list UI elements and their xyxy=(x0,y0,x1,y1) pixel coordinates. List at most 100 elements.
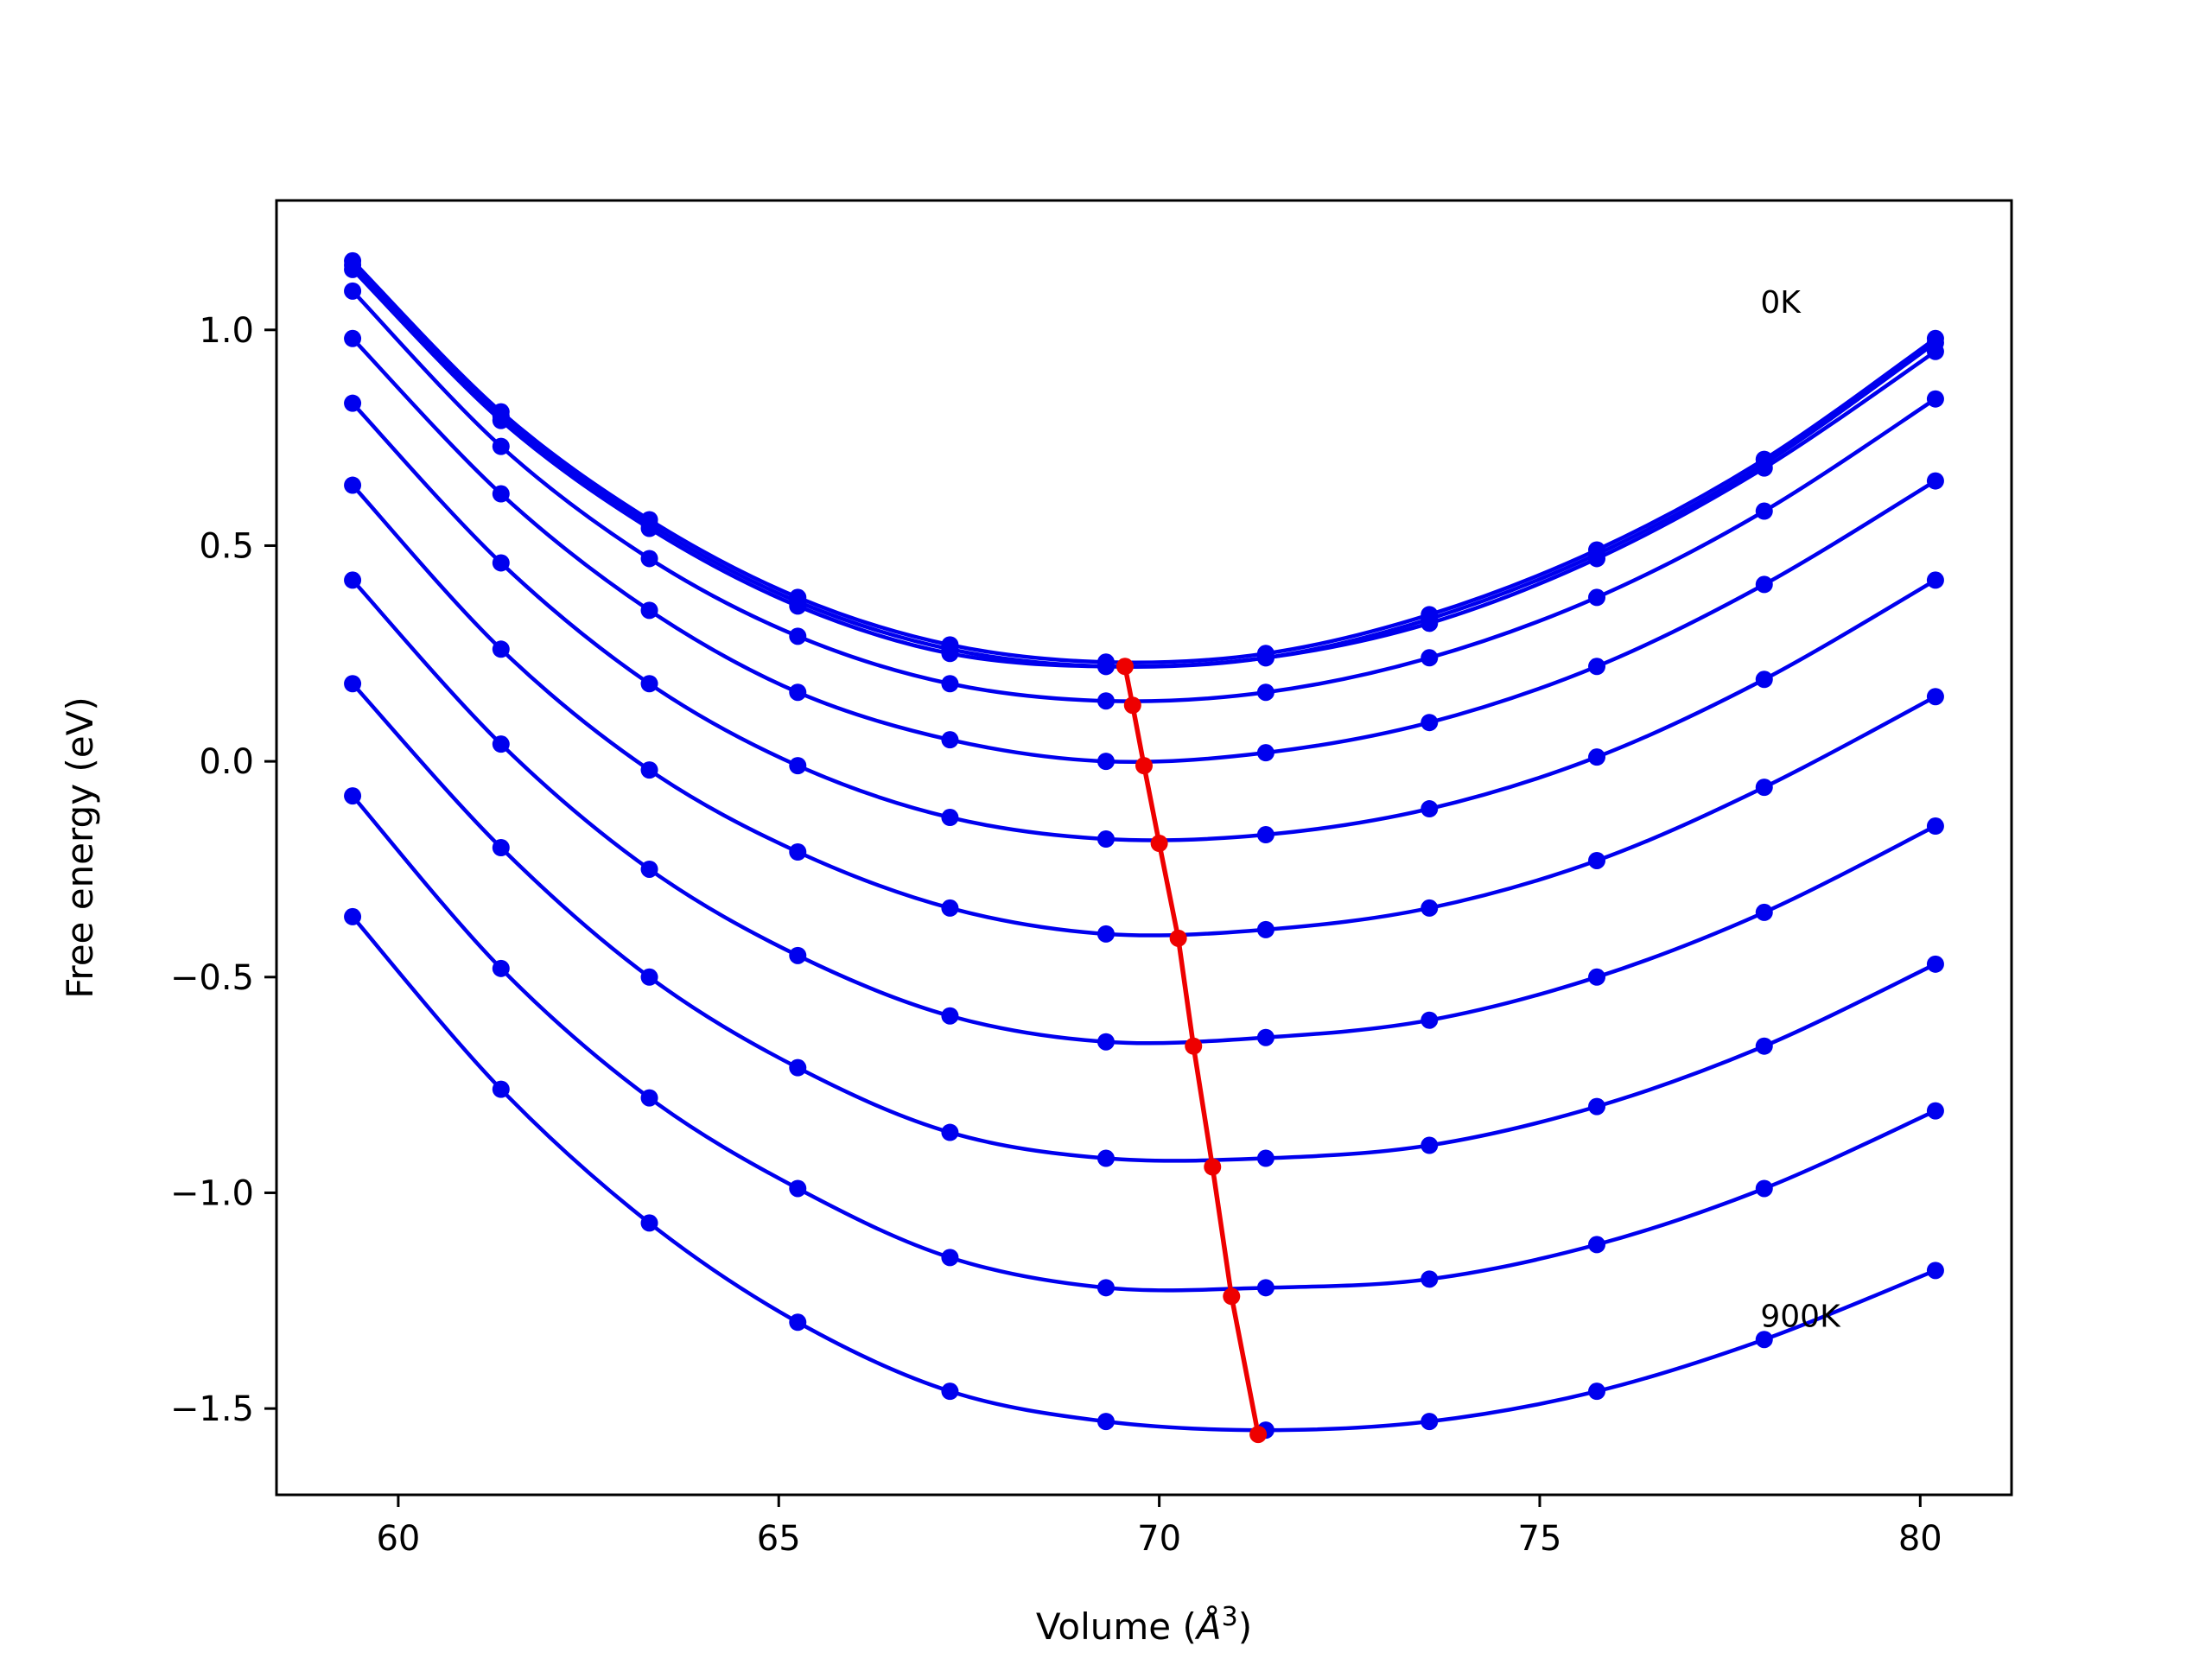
y-tick-label: 1.0 xyxy=(199,311,254,351)
data-point-s7-5 xyxy=(1096,1033,1115,1051)
x-axis-label: Volume (Å3) xyxy=(1036,1602,1252,1648)
data-point-s2-3 xyxy=(789,597,807,615)
data-point-s9-5 xyxy=(1096,1279,1115,1297)
data-point-s7-8 xyxy=(1588,968,1606,986)
data-point-s2-2 xyxy=(640,519,658,537)
data-point-s8-8 xyxy=(1588,1097,1606,1116)
data-point-s10-8 xyxy=(1588,1382,1606,1401)
annotation-label: 900K xyxy=(1760,1299,1841,1334)
data-point-s10-0 xyxy=(344,907,362,925)
data-point-s8-4 xyxy=(941,1123,959,1141)
data-point-s10-4 xyxy=(941,1382,959,1401)
data-point-s10-1 xyxy=(492,1080,510,1098)
data-point-s2-4 xyxy=(941,645,959,663)
data-point-s7-4 xyxy=(941,1007,959,1025)
x-tick-label: 80 xyxy=(1898,1519,1942,1559)
curve-series-2 xyxy=(351,268,1937,669)
data-point-s8-10 xyxy=(1926,955,1944,973)
data-point-s4-1 xyxy=(492,485,510,503)
minimum-point-2 xyxy=(1135,757,1153,775)
data-point-s6-10 xyxy=(1926,688,1944,706)
data-point-s3-8 xyxy=(1588,588,1606,607)
data-point-s4-5 xyxy=(1096,753,1115,771)
plot-frame xyxy=(275,199,2013,1497)
data-point-s10-5 xyxy=(1096,1413,1115,1431)
data-point-s5-4 xyxy=(941,809,959,827)
data-point-s8-3 xyxy=(789,1058,807,1077)
data-point-s8-6 xyxy=(1256,1149,1274,1167)
data-point-s6-1 xyxy=(492,640,510,658)
data-point-s5-1 xyxy=(492,554,510,572)
minima-group xyxy=(1116,658,1268,1444)
data-point-s4-3 xyxy=(789,683,807,702)
y-tick-label: 0.5 xyxy=(199,526,254,566)
data-point-s7-3 xyxy=(789,946,807,964)
data-point-s3-0 xyxy=(344,282,362,300)
data-point-s3-1 xyxy=(492,437,510,455)
data-point-s2-10 xyxy=(1926,342,1944,360)
data-point-s8-9 xyxy=(1755,1037,1773,1055)
minimum-point-1 xyxy=(1123,696,1141,715)
data-point-s7-10 xyxy=(1926,817,1944,836)
data-point-s8-1 xyxy=(492,839,510,856)
data-point-s6-9 xyxy=(1755,779,1773,797)
data-point-s5-5 xyxy=(1096,830,1115,849)
data-point-s2-0 xyxy=(344,260,362,278)
data-point-s6-8 xyxy=(1588,851,1606,869)
data-point-s3-6 xyxy=(1256,683,1274,702)
data-point-s4-2 xyxy=(640,601,658,620)
data-point-s4-6 xyxy=(1256,744,1274,762)
data-point-s7-0 xyxy=(344,571,362,589)
data-point-s7-1 xyxy=(492,735,510,753)
data-point-s2-8 xyxy=(1588,550,1606,568)
curve-series-10 xyxy=(351,915,1936,1433)
data-point-s3-3 xyxy=(789,627,807,645)
data-point-s3-7 xyxy=(1421,649,1439,667)
data-point-s9-4 xyxy=(941,1249,959,1267)
annotation-group: 0K 900K xyxy=(1760,285,1841,1334)
data-point-s3-2 xyxy=(640,550,658,568)
data-point-s9-1 xyxy=(492,959,510,977)
data-point-s9-10 xyxy=(1926,1102,1944,1120)
data-point-s10-10 xyxy=(1926,1262,1944,1280)
y-tick-label: −1.5 xyxy=(170,1389,254,1429)
x-tick-label: 60 xyxy=(376,1519,420,1559)
data-point-s8-0 xyxy=(344,675,362,693)
y-axis-ticks: 1.0 0.5 0.0 −0.5 −1.0 −1.5 xyxy=(170,311,276,1429)
data-point-s7-9 xyxy=(1755,903,1773,921)
curve-series-1 xyxy=(351,264,1937,670)
x-axis-label-unit: Å xyxy=(1194,1605,1222,1648)
x-axis-label-prefix: Volume ( xyxy=(1036,1605,1197,1648)
data-point-s8-7 xyxy=(1421,1136,1439,1154)
data-point-s5-6 xyxy=(1256,826,1274,844)
data-point-s9-2 xyxy=(640,1089,658,1107)
minimum-point-8 xyxy=(1249,1426,1268,1444)
minimum-point-7 xyxy=(1223,1287,1241,1306)
data-point-s4-9 xyxy=(1755,575,1773,594)
data-point-s6-4 xyxy=(941,899,959,917)
annotation-label: 0K xyxy=(1760,285,1802,321)
data-point-s4-4 xyxy=(941,731,959,749)
minimum-point-5 xyxy=(1185,1037,1203,1055)
data-point-s5-8 xyxy=(1588,748,1606,766)
minimum-point-4 xyxy=(1169,929,1187,947)
x-tick-label: 75 xyxy=(1518,1519,1562,1559)
data-point-s9-8 xyxy=(1588,1236,1606,1254)
data-point-s5-3 xyxy=(789,757,807,775)
data-point-s9-9 xyxy=(1755,1179,1773,1198)
data-point-s7-7 xyxy=(1421,1011,1439,1029)
data-point-s6-6 xyxy=(1256,920,1274,938)
data-point-s5-7 xyxy=(1421,800,1439,818)
data-point-s4-0 xyxy=(344,329,362,347)
data-point-s6-7 xyxy=(1421,899,1439,917)
x-tick-label: 65 xyxy=(757,1519,801,1559)
data-point-s6-0 xyxy=(344,476,362,494)
minimum-point-0 xyxy=(1116,658,1134,676)
data-point-s7-2 xyxy=(640,860,658,878)
data-point-s6-3 xyxy=(789,842,807,861)
x-axis-label-exponent: 3 xyxy=(1222,1602,1238,1632)
data-point-s9-0 xyxy=(344,787,362,805)
data-point-s10-9 xyxy=(1755,1331,1773,1349)
x-axis-ticks: 60 65 70 75 80 xyxy=(376,1495,1942,1559)
